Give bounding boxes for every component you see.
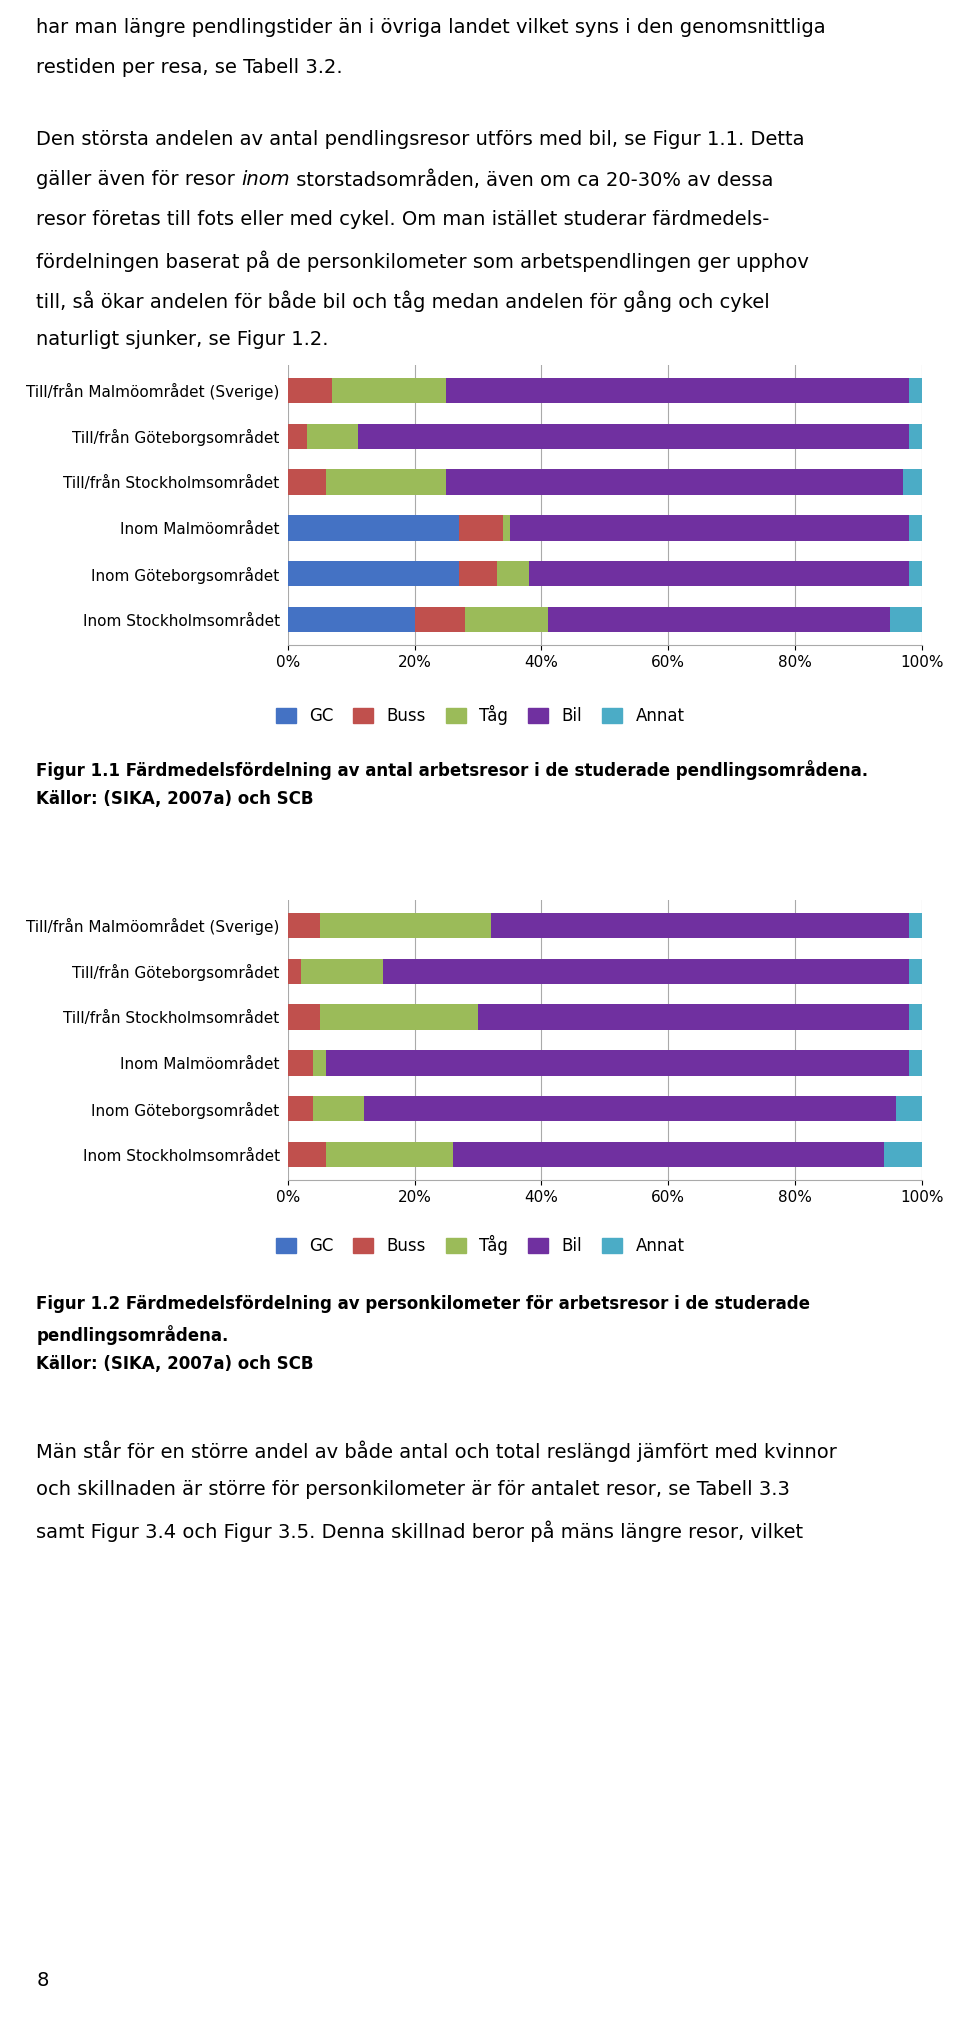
- Bar: [326, 469, 446, 495]
- Bar: [909, 958, 922, 985]
- Text: samt Figur 3.4 och Figur 3.5. Denna skillnad beror på mäns längre resor, vilket: samt Figur 3.4 och Figur 3.5. Denna skil…: [36, 1521, 804, 1541]
- Bar: [288, 516, 459, 540]
- Bar: [288, 423, 307, 449]
- Bar: [288, 1096, 313, 1122]
- Bar: [909, 423, 922, 449]
- Text: fördelningen baserat på de personkilometer som arbetspendlingen ger upphov: fördelningen baserat på de personkilomet…: [36, 251, 809, 271]
- Bar: [288, 1049, 313, 1076]
- Text: pendlingsområdena.: pendlingsområdena.: [36, 1324, 228, 1345]
- Bar: [307, 423, 358, 449]
- Bar: [300, 958, 383, 985]
- Bar: [453, 1142, 883, 1167]
- Bar: [883, 1142, 922, 1167]
- Bar: [909, 516, 922, 540]
- Bar: [459, 562, 497, 586]
- Bar: [446, 469, 902, 495]
- Bar: [909, 1005, 922, 1029]
- Bar: [288, 958, 300, 985]
- Bar: [548, 607, 890, 633]
- Bar: [902, 469, 922, 495]
- Bar: [288, 469, 326, 495]
- Bar: [503, 516, 510, 540]
- Text: storstadsområden, även om ca 20-30% av dessa: storstadsområden, även om ca 20-30% av d…: [290, 170, 774, 190]
- Bar: [446, 378, 909, 402]
- Text: Män står för en större andel av både antal och total reslängd jämfört med kvinno: Män står för en större andel av både ant…: [36, 1440, 837, 1462]
- Bar: [288, 1142, 326, 1167]
- Text: och skillnaden är större för personkilometer är för antalet resor, se Tabell 3.3: och skillnaden är större för personkilom…: [36, 1480, 790, 1498]
- Bar: [529, 562, 909, 586]
- Bar: [909, 562, 922, 586]
- Bar: [313, 1049, 326, 1076]
- Bar: [478, 1005, 909, 1029]
- Bar: [364, 1096, 897, 1122]
- Text: inom: inom: [242, 170, 290, 188]
- Text: Figur 1.1 Färdmedelsfördelning av antal arbetsresor i de studerade pendlingsområ: Figur 1.1 Färdmedelsfördelning av antal …: [36, 760, 869, 780]
- Text: Den största andelen av antal pendlingsresor utförs med bil, se Figur 1.1. Detta: Den största andelen av antal pendlingsre…: [36, 129, 805, 150]
- Bar: [510, 516, 909, 540]
- Bar: [358, 423, 909, 449]
- Bar: [288, 607, 415, 633]
- Bar: [288, 912, 320, 938]
- Bar: [491, 912, 909, 938]
- Text: Källor: (SIKA, 2007a) och SCB: Källor: (SIKA, 2007a) och SCB: [36, 791, 314, 809]
- Text: Källor: (SIKA, 2007a) och SCB: Källor: (SIKA, 2007a) och SCB: [36, 1355, 314, 1373]
- Bar: [313, 1096, 364, 1122]
- Bar: [415, 607, 466, 633]
- Bar: [459, 516, 503, 540]
- Bar: [332, 378, 446, 402]
- Text: Figur 1.2 Färdmedelsfördelning av personkilometer för arbetsresor i de studerade: Figur 1.2 Färdmedelsfördelning av person…: [36, 1294, 810, 1312]
- Bar: [897, 1096, 922, 1122]
- Bar: [288, 1005, 320, 1029]
- Text: har man längre pendlingstider än i övriga landet vilket syns i den genomsnittlig: har man längre pendlingstider än i övrig…: [36, 18, 827, 36]
- Legend: GC, Buss, Tåg, Bil, Annat: GC, Buss, Tåg, Bil, Annat: [269, 698, 691, 732]
- Bar: [326, 1142, 453, 1167]
- Bar: [890, 607, 922, 633]
- Bar: [466, 607, 548, 633]
- Bar: [288, 562, 459, 586]
- Bar: [320, 1005, 478, 1029]
- Bar: [326, 1049, 909, 1076]
- Legend: GC, Buss, Tåg, Bil, Annat: GC, Buss, Tåg, Bil, Annat: [269, 1227, 691, 1262]
- Bar: [383, 958, 909, 985]
- Text: till, så ökar andelen för både bil och tåg medan andelen för gång och cykel: till, så ökar andelen för både bil och t…: [36, 289, 770, 311]
- Text: 8: 8: [36, 1971, 49, 1990]
- Bar: [909, 378, 922, 402]
- Bar: [320, 912, 491, 938]
- Text: resor företas till fots eller med cykel. Om man istället studerar färdmedels-: resor företas till fots eller med cykel.…: [36, 210, 770, 228]
- Bar: [288, 378, 332, 402]
- Bar: [497, 562, 529, 586]
- Text: restiden per resa, se Tabell 3.2.: restiden per resa, se Tabell 3.2.: [36, 59, 343, 77]
- Text: naturligt sjunker, se Figur 1.2.: naturligt sjunker, se Figur 1.2.: [36, 330, 329, 350]
- Text: gäller även för resor: gäller även för resor: [36, 170, 242, 188]
- Bar: [909, 912, 922, 938]
- Bar: [909, 1049, 922, 1076]
